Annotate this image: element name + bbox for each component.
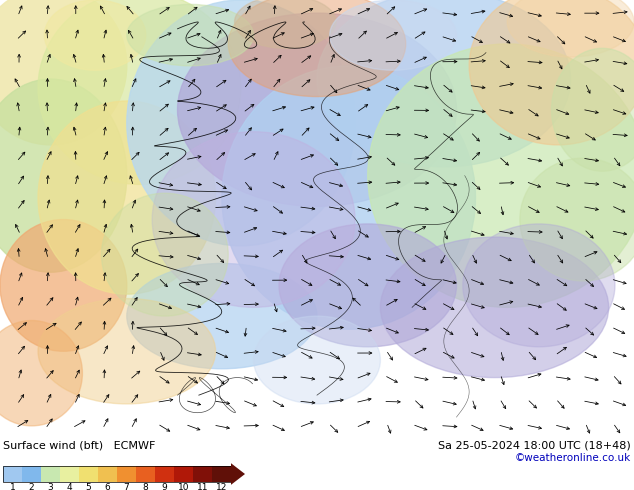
Bar [3,466,22,482]
Ellipse shape [0,220,127,351]
Text: Surface wind (bft)   ECMWF: Surface wind (bft) ECMWF [3,440,155,450]
Text: ©weatheronline.co.uk: ©weatheronline.co.uk [515,453,631,463]
Ellipse shape [178,13,456,206]
Bar [174,466,193,482]
Ellipse shape [279,224,456,347]
Text: 4: 4 [67,483,72,490]
Ellipse shape [0,79,127,272]
Ellipse shape [44,0,146,70]
Text: 7: 7 [124,483,129,490]
Ellipse shape [317,0,571,167]
Ellipse shape [507,0,634,57]
Ellipse shape [552,49,634,171]
Text: 3: 3 [48,483,53,490]
Ellipse shape [38,101,216,294]
Ellipse shape [127,264,317,369]
Bar [117,466,136,482]
Bar [98,466,117,482]
Ellipse shape [520,158,634,281]
Ellipse shape [380,237,609,378]
Text: 9: 9 [162,483,167,490]
Ellipse shape [127,0,355,246]
Ellipse shape [38,0,241,184]
Bar [193,466,212,482]
Ellipse shape [254,316,380,404]
Ellipse shape [0,0,127,145]
Bar [60,466,79,482]
Bar [212,466,231,482]
Ellipse shape [222,66,476,329]
Ellipse shape [368,44,634,307]
Bar [155,466,174,482]
FancyArrow shape [231,463,245,485]
Text: 12: 12 [216,483,227,490]
Ellipse shape [0,320,82,426]
Bar [136,466,155,482]
Text: 2: 2 [29,483,34,490]
Ellipse shape [463,224,615,347]
Bar [79,466,98,482]
Bar [41,466,60,482]
Ellipse shape [469,0,634,145]
Text: 10: 10 [178,483,190,490]
Ellipse shape [330,0,456,70]
Ellipse shape [101,193,228,316]
Text: Sa 25-05-2024 18:00 UTC (18+48): Sa 25-05-2024 18:00 UTC (18+48) [438,440,631,450]
Bar [3,466,231,482]
Ellipse shape [235,0,336,49]
Ellipse shape [152,132,355,307]
Ellipse shape [38,298,216,404]
Bar [22,466,41,482]
Ellipse shape [127,4,254,66]
Text: 6: 6 [105,483,110,490]
Ellipse shape [228,0,406,97]
Text: 8: 8 [143,483,148,490]
Text: 11: 11 [197,483,208,490]
Text: 5: 5 [86,483,91,490]
Text: 1: 1 [10,483,15,490]
